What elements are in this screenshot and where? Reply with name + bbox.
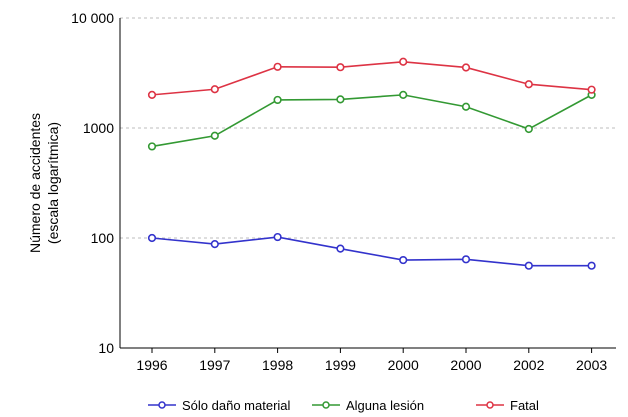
data-point bbox=[524, 124, 533, 134]
y-tick-label: 10 000 bbox=[71, 10, 114, 26]
data-point bbox=[336, 95, 345, 104]
y-axis-label-line-2: (escala logarítmica) bbox=[45, 122, 61, 244]
grid-lines bbox=[120, 17, 616, 239]
x-tick-label: 2002 bbox=[513, 357, 544, 373]
data-point bbox=[524, 261, 533, 270]
series-0 bbox=[147, 232, 596, 270]
x-tick-label: 1998 bbox=[262, 357, 293, 373]
series-line bbox=[151, 236, 592, 267]
legend-label: Alguna lesión bbox=[346, 398, 424, 413]
x-tick-label: 1997 bbox=[199, 357, 230, 373]
data-point bbox=[273, 232, 282, 242]
data-point bbox=[210, 131, 219, 140]
x-tick-label: 2003 bbox=[576, 357, 607, 373]
data-point bbox=[524, 80, 533, 89]
legend-swatch-marker bbox=[322, 401, 330, 409]
legend-item: Fatal bbox=[476, 398, 539, 413]
y-tick-labels: 10 100 1000 10 000 bbox=[71, 10, 114, 356]
data-point bbox=[399, 255, 408, 265]
axes bbox=[119, 18, 616, 349]
data-point bbox=[461, 255, 471, 264]
legend-item: Sólo daño material bbox=[148, 398, 291, 413]
data-point bbox=[273, 62, 282, 71]
legend-label: Sólo daño material bbox=[182, 398, 291, 413]
y-axis-label-line-1: Número de accidentes bbox=[27, 113, 43, 253]
legend-swatch-marker bbox=[486, 401, 494, 409]
x-tick-label: 1999 bbox=[325, 357, 356, 373]
series-line bbox=[151, 94, 592, 148]
x-tick-label: 2000 bbox=[450, 357, 481, 373]
data-point bbox=[461, 102, 471, 111]
data-point bbox=[210, 85, 219, 94]
legend: Sólo daño material Alguna lesión Fatal bbox=[148, 398, 539, 413]
data-point bbox=[273, 95, 282, 105]
data-point bbox=[399, 90, 408, 99]
x-tick-labels: 1996 1997 1998 1999 2000 2000 2002 2003 bbox=[136, 348, 607, 373]
legend-item: Alguna lesión bbox=[312, 398, 424, 413]
data-point bbox=[399, 57, 408, 66]
y-axis-label: Número de accidentes (escala logarítmica… bbox=[27, 113, 61, 253]
data-point bbox=[587, 85, 596, 94]
y-tick-label: 1000 bbox=[83, 120, 114, 136]
series bbox=[147, 57, 596, 270]
series-line bbox=[151, 60, 592, 96]
data-point bbox=[147, 90, 157, 99]
x-tick-label: 1996 bbox=[136, 357, 167, 373]
data-point bbox=[210, 240, 219, 249]
legend-label: Fatal bbox=[510, 398, 539, 413]
y-tick-label: 10 bbox=[98, 340, 114, 356]
series-1 bbox=[147, 90, 596, 151]
data-point bbox=[336, 63, 345, 72]
data-point bbox=[147, 142, 157, 151]
data-point bbox=[587, 261, 596, 270]
series-2 bbox=[147, 57, 596, 99]
legend-swatch-marker bbox=[158, 401, 166, 409]
y-tick-label: 100 bbox=[91, 230, 115, 246]
x-tick-label: 2000 bbox=[388, 357, 419, 373]
data-point bbox=[461, 63, 471, 72]
data-point bbox=[336, 244, 345, 253]
data-point bbox=[147, 233, 157, 243]
